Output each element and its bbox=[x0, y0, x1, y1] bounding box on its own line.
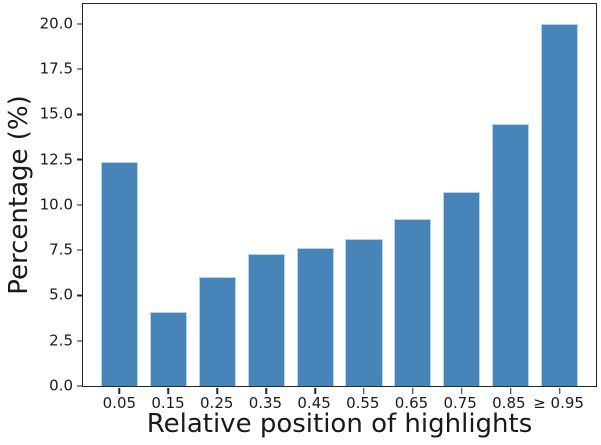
x-tick-label: 0.75 bbox=[443, 394, 477, 412]
x-axis-label: Relative position of highlights bbox=[146, 409, 533, 439]
y-tick: 10.0 bbox=[40, 197, 83, 212]
bar-0.15 bbox=[149, 311, 187, 386]
bar-slot bbox=[291, 4, 340, 386]
y-tick-mark bbox=[77, 249, 83, 251]
bar-≥ 0.95 bbox=[541, 23, 579, 386]
bar-0.05 bbox=[100, 161, 139, 386]
bar-slot bbox=[388, 4, 437, 386]
y-axis-ticks: 0.0 2.5 5.0 7.5 10.0 12.5 15.0 17.5 20.0 bbox=[3, 4, 83, 393]
y-tick-mark bbox=[77, 204, 83, 206]
y-tick-mark bbox=[77, 385, 83, 387]
x-tick-label: 0.55 bbox=[346, 394, 380, 412]
bar-0.55 bbox=[345, 239, 383, 386]
x-tick-label: 0.15 bbox=[151, 394, 185, 412]
y-tick: 0.0 bbox=[49, 376, 83, 395]
bar-slot bbox=[437, 4, 486, 386]
y-tick: 15.0 bbox=[39, 104, 83, 123]
bar-slot bbox=[535, 4, 584, 386]
y-tick-mark bbox=[77, 23, 83, 25]
y-tick-label: 20.0 bbox=[39, 14, 73, 33]
y-tick-label: 0.0 bbox=[49, 376, 73, 395]
y-tick-label: 5.0 bbox=[49, 285, 73, 304]
bar-0.25 bbox=[198, 277, 236, 386]
y-tick-label: 2.5 bbox=[49, 331, 73, 350]
y-tick-label: 12.5 bbox=[39, 150, 73, 169]
y-tick: 20.0 bbox=[40, 16, 83, 31]
x-axis-ticks: 0.05 0.15 0.25 0.35 0.45 0.55 0.65 0.75 0.85 ≥ 0.… bbox=[83, 396, 596, 411]
bar-slot bbox=[242, 4, 291, 386]
bar-slot bbox=[340, 4, 389, 386]
y-tick: 7.5 bbox=[49, 240, 83, 259]
y-tick-label: 15.0 bbox=[39, 104, 73, 123]
x-tick-label: 0.35 bbox=[248, 394, 283, 412]
y-tick-mark bbox=[77, 158, 83, 161]
y-tick-label: 7.5 bbox=[49, 240, 73, 259]
y-tick-mark bbox=[77, 294, 83, 297]
y-tick-mark bbox=[77, 113, 83, 116]
y-tick: 12.5 bbox=[40, 152, 83, 167]
bar-0.45 bbox=[296, 248, 334, 386]
y-tick: 17.5 bbox=[39, 59, 83, 78]
bars-container bbox=[83, 4, 596, 386]
x-tick-label: 0.65 bbox=[394, 394, 429, 412]
bar-0.75 bbox=[443, 192, 481, 386]
bar-0.35 bbox=[247, 253, 285, 386]
bar-slot bbox=[144, 4, 193, 386]
y-tick: 2.5 bbox=[49, 333, 83, 348]
x-tick-label: ≥ 0.95 bbox=[533, 394, 584, 412]
x-tick-label: 0.05 bbox=[102, 394, 137, 412]
plot-area: 0.0 2.5 5.0 7.5 10.0 12.5 15.0 17.5 20.0 0.05 0.1… bbox=[40, 3, 597, 411]
x-tick-label: 0.85 bbox=[492, 394, 526, 412]
x-tick-label: 0.25 bbox=[200, 394, 234, 412]
y-tick-mark bbox=[77, 340, 83, 342]
bar-0.85 bbox=[492, 123, 530, 386]
bar-0.65 bbox=[394, 219, 432, 386]
bar-slot bbox=[95, 4, 144, 386]
bar-slot bbox=[486, 4, 535, 386]
bar-slot bbox=[193, 4, 242, 386]
x-tick-label: 0.45 bbox=[297, 394, 331, 412]
y-tick: 5.0 bbox=[49, 285, 83, 304]
y-tick-mark bbox=[77, 68, 83, 70]
y-tick-label: 17.5 bbox=[39, 59, 73, 78]
y-tick-label: 10.0 bbox=[39, 195, 73, 214]
